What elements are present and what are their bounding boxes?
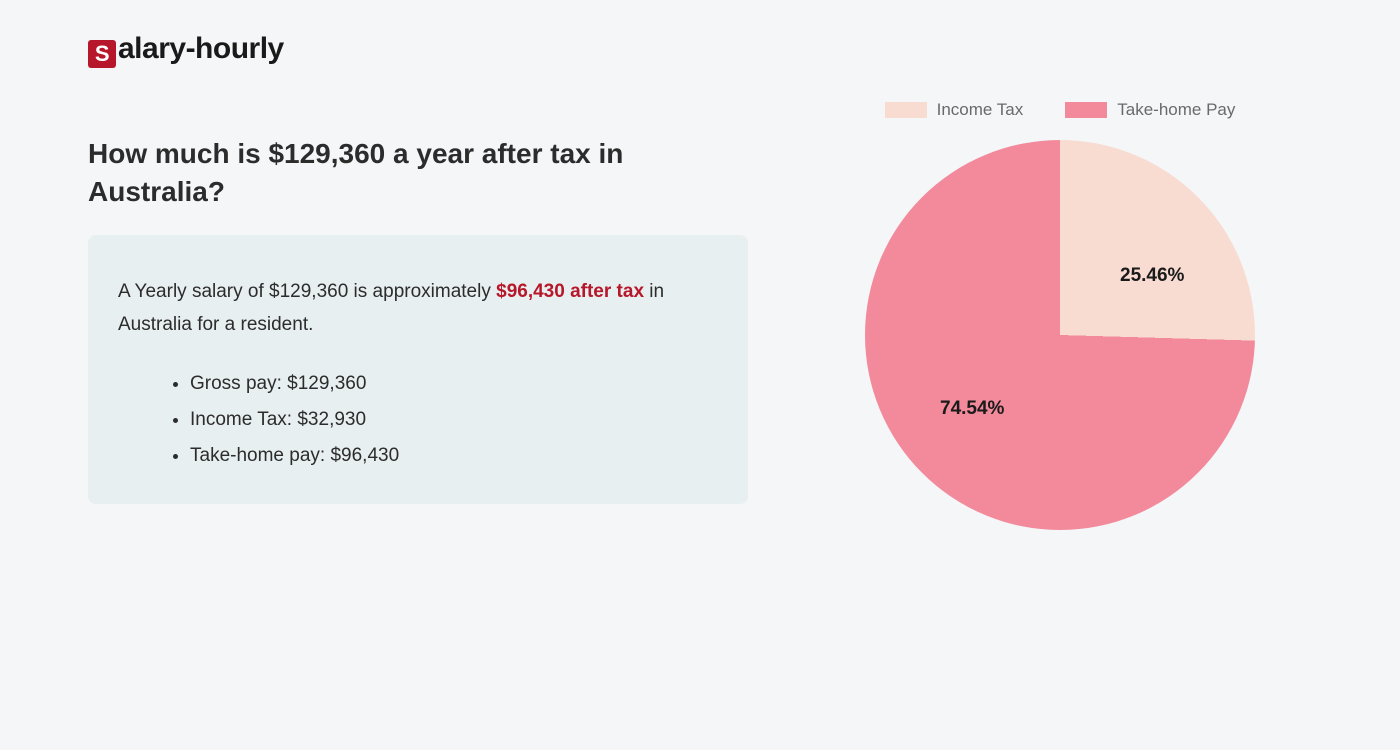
bullet-tax: Income Tax: $32,930 [190,402,718,438]
summary-prefix: A Yearly salary of $129,360 is approxima… [118,281,496,302]
pie-wrap: 25.46% 74.54% [865,140,1255,530]
legend-item-takehome: Take-home Pay [1065,100,1235,120]
summary-box: A Yearly salary of $129,360 is approxima… [88,235,748,504]
pie-chart [865,140,1255,530]
bullet-gross: Gross pay: $129,360 [190,366,718,402]
site-logo: Salary-hourly [88,32,284,68]
chart-legend: Income Tax Take-home Pay [810,100,1310,120]
summary-bullets: Gross pay: $129,360 Income Tax: $32,930 … [190,366,718,474]
page-headline: How much is $129,360 a year after tax in… [88,135,728,211]
logo-icon: S [88,40,116,68]
summary-highlight: $96,430 after tax [496,281,644,302]
summary-text: A Yearly salary of $129,360 is approxima… [118,275,718,342]
bullet-takehome: Take-home pay: $96,430 [190,438,718,474]
legend-swatch-tax [885,102,927,118]
legend-swatch-takehome [1065,102,1107,118]
logo-text: alary-hourly [118,32,284,65]
legend-label-tax: Income Tax [937,100,1024,120]
pct-label-tax: 25.46% [1120,265,1184,287]
legend-label-takehome: Take-home Pay [1117,100,1235,120]
legend-item-tax: Income Tax [885,100,1024,120]
pct-label-takehome: 74.54% [940,398,1004,420]
pie-chart-area: Income Tax Take-home Pay 25.46% 74.54% [810,100,1310,530]
